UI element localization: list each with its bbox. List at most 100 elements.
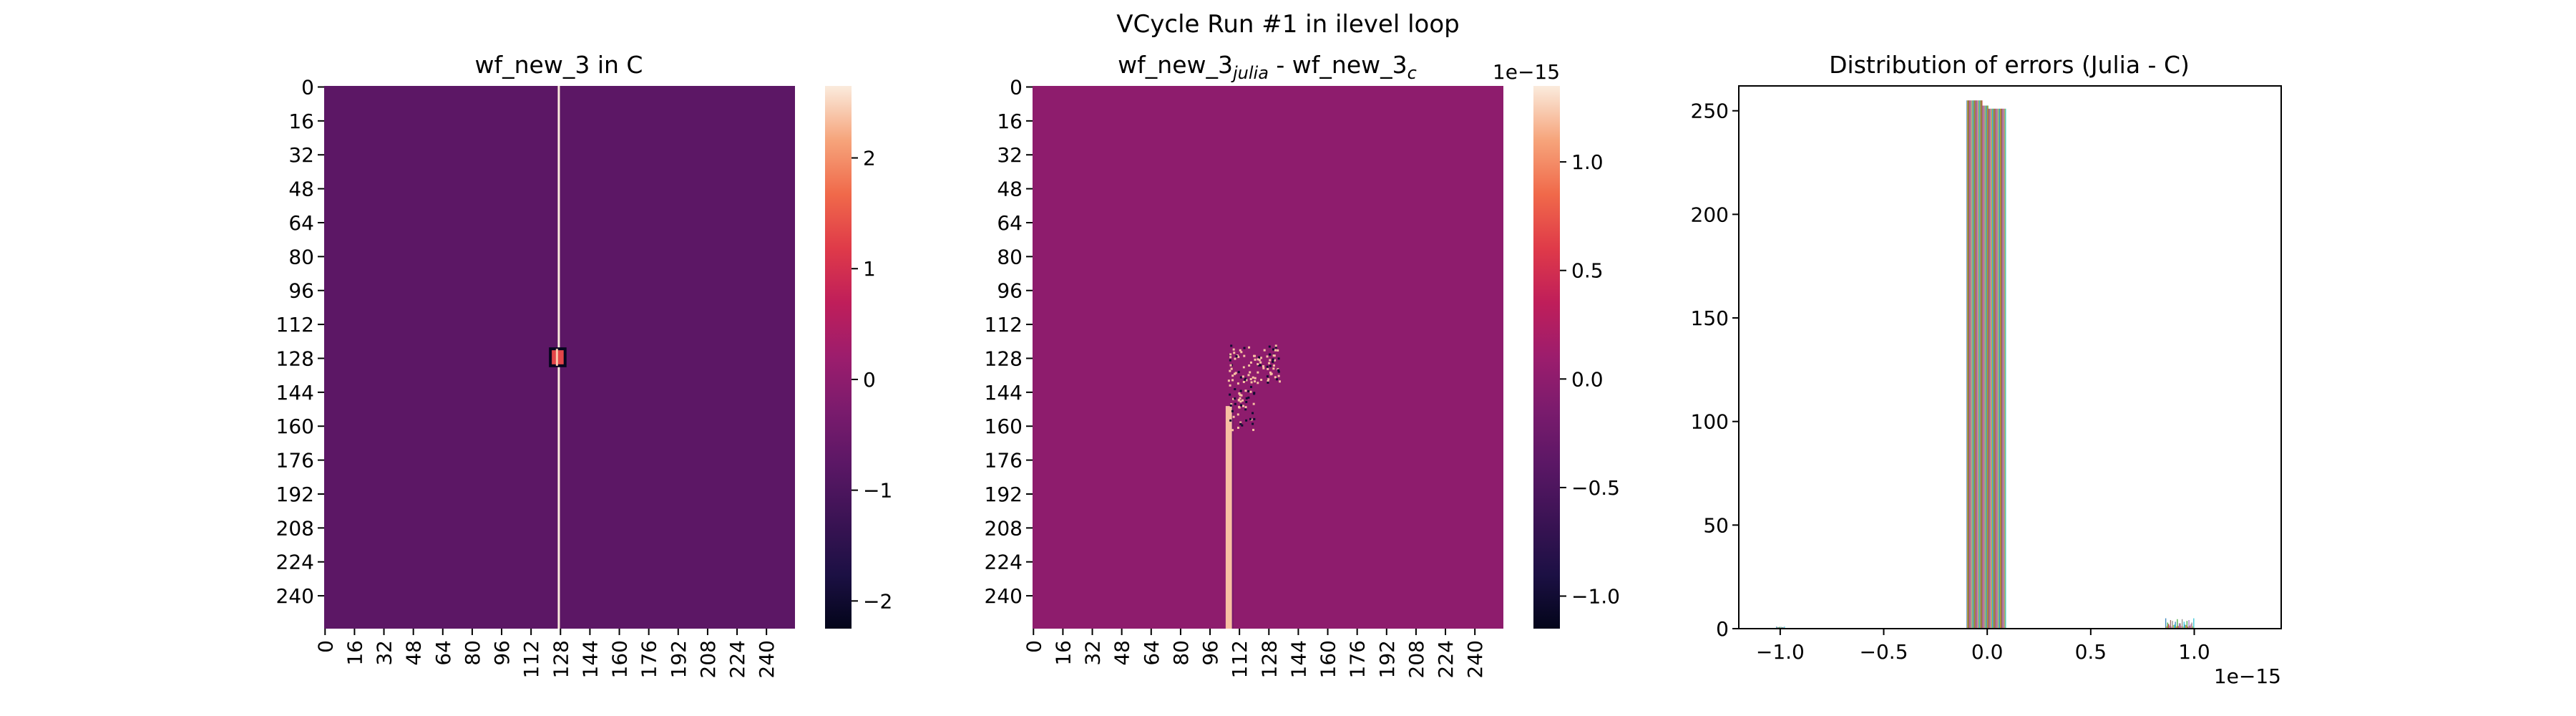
histogram-bar bbox=[1780, 626, 1782, 629]
y-tick-label: 16 bbox=[997, 110, 1023, 133]
y-tick-label: 112 bbox=[276, 313, 314, 337]
heatmap-diff-title-sub1: julia bbox=[1231, 63, 1269, 83]
heatmap-error-point bbox=[1232, 415, 1235, 418]
histogram-bar bbox=[1994, 108, 1996, 629]
histogram-title: Distribution of errors (Julia - C) bbox=[1829, 51, 2190, 79]
x-tick-label: 144 bbox=[578, 640, 602, 678]
histogram-bar bbox=[2192, 626, 2194, 629]
histogram-bar bbox=[2168, 624, 2170, 629]
histogram-bar bbox=[1972, 100, 1974, 629]
heatmap-error-point bbox=[1240, 404, 1243, 407]
heatmap-error-point bbox=[1272, 348, 1275, 351]
heatmap-error-point bbox=[1274, 344, 1277, 347]
heatmap-error-point bbox=[1243, 347, 1246, 349]
x-tick-label: −1.0 bbox=[1756, 640, 1805, 664]
histogram-bar bbox=[2171, 626, 2172, 629]
colorbar-tick-label: −0.5 bbox=[1571, 476, 1620, 500]
heatmap-error-point bbox=[1239, 397, 1241, 400]
histogram-bar bbox=[2193, 618, 2195, 629]
y-tick-label: 32 bbox=[288, 143, 314, 167]
heatmap-error-point bbox=[1254, 380, 1257, 383]
histogram-bar bbox=[1969, 100, 1971, 629]
x-tick-label: −0.5 bbox=[1860, 640, 1908, 664]
histogram-bar bbox=[2183, 621, 2185, 629]
heatmap-error-point bbox=[1274, 349, 1277, 352]
heatmap-error-point bbox=[1233, 352, 1236, 354]
histogram-bar bbox=[2004, 108, 2006, 629]
y-tick-label: 96 bbox=[288, 279, 314, 303]
y-tick-label: 224 bbox=[276, 551, 314, 574]
y-tick-label: 208 bbox=[985, 516, 1023, 540]
colorbar-tick-label: 2 bbox=[863, 147, 876, 170]
y-tick-label: 192 bbox=[985, 483, 1023, 506]
heatmap-error-point bbox=[1277, 357, 1280, 360]
heatmap-error-point bbox=[1254, 377, 1257, 379]
x-tick-label: 224 bbox=[1434, 640, 1458, 678]
histogram-bar bbox=[1977, 100, 1979, 629]
x-tick-label: 112 bbox=[519, 640, 543, 678]
x-tick-label: 192 bbox=[1375, 640, 1399, 678]
heatmap-error-point bbox=[1253, 354, 1256, 357]
colorbar-tick-label: −2 bbox=[863, 589, 892, 613]
y-tick-label: 240 bbox=[276, 584, 314, 608]
heatmap-error-point bbox=[1231, 410, 1234, 412]
histogram-bar bbox=[1782, 626, 1784, 629]
heatmap-c-plot-area bbox=[324, 86, 795, 629]
heatmap-error-point bbox=[1244, 406, 1247, 409]
heatmap-error-point bbox=[1257, 358, 1259, 361]
histogram-bar bbox=[1776, 626, 1777, 629]
x-tick-label: 176 bbox=[1346, 640, 1370, 678]
y-tick-label: 80 bbox=[997, 245, 1023, 268]
histogram-bar bbox=[2001, 108, 2003, 629]
y-tick-label: 176 bbox=[985, 449, 1023, 473]
heatmap-error-point bbox=[1269, 371, 1272, 374]
heatmap-error-point bbox=[1249, 385, 1252, 388]
y-tick-label: 48 bbox=[997, 178, 1023, 201]
colorbar-tick-label: 0 bbox=[863, 368, 876, 392]
heatmap-error-point bbox=[1240, 351, 1243, 354]
y-tick-label: 96 bbox=[997, 279, 1023, 303]
heatmap-error-point bbox=[1272, 364, 1275, 367]
x-tick-label: 96 bbox=[1199, 640, 1222, 666]
y-tick-label: 160 bbox=[276, 415, 314, 438]
heatmap-error-point bbox=[1268, 362, 1271, 364]
histogram-bar bbox=[2182, 626, 2184, 629]
histogram-bar bbox=[1979, 100, 1980, 629]
heatmap-error-point bbox=[1241, 405, 1244, 407]
heatmap-error-point bbox=[1252, 428, 1255, 431]
heatmap-error-point bbox=[1227, 379, 1230, 382]
heatmap-error-point bbox=[1228, 413, 1231, 416]
y-tick-label: 176 bbox=[276, 449, 314, 473]
x-tick-label: 80 bbox=[1169, 640, 1193, 666]
histogram-bar bbox=[1975, 100, 1976, 629]
histogram-bar bbox=[1974, 100, 1976, 629]
x-tick-label: 128 bbox=[549, 640, 572, 678]
y-tick-label: 144 bbox=[276, 381, 314, 405]
heatmap-error-point bbox=[1267, 381, 1269, 384]
y-tick-label: 240 bbox=[985, 584, 1023, 608]
x-tick-label: 32 bbox=[1081, 640, 1105, 666]
heatmap-error-point bbox=[1269, 353, 1272, 356]
heatmap-c-title: wf_new_3 in C bbox=[475, 51, 643, 79]
y-tick-label: 64 bbox=[288, 211, 314, 235]
colorbar-exponent: 1e−15 bbox=[1493, 60, 1560, 84]
y-tick-label: 112 bbox=[985, 313, 1023, 337]
histogram-bar bbox=[1986, 105, 1988, 629]
colorbar-tick-label: −1 bbox=[863, 479, 892, 503]
x-tick-label: 1.0 bbox=[2178, 640, 2210, 664]
heatmap-error-point bbox=[1245, 397, 1248, 400]
heatmap-error-strip bbox=[1225, 406, 1234, 629]
heatmap-error-point bbox=[1229, 393, 1231, 396]
histogram-bar bbox=[1784, 626, 1785, 629]
heatmap-error-point bbox=[1230, 403, 1233, 406]
heatmap-error-point bbox=[1242, 380, 1245, 383]
x-tick-label: 208 bbox=[696, 640, 720, 678]
histogram-bar bbox=[1979, 100, 1981, 629]
y-tick-label: 80 bbox=[288, 245, 314, 268]
heatmap-error-point bbox=[1236, 426, 1239, 429]
histogram-axes-box bbox=[1738, 85, 2282, 629]
heatmap-error-point bbox=[1274, 359, 1277, 362]
heatmap-error-point bbox=[1234, 357, 1236, 360]
heatmap-error-point bbox=[1274, 376, 1277, 379]
heatmap-error-point bbox=[1258, 356, 1261, 359]
